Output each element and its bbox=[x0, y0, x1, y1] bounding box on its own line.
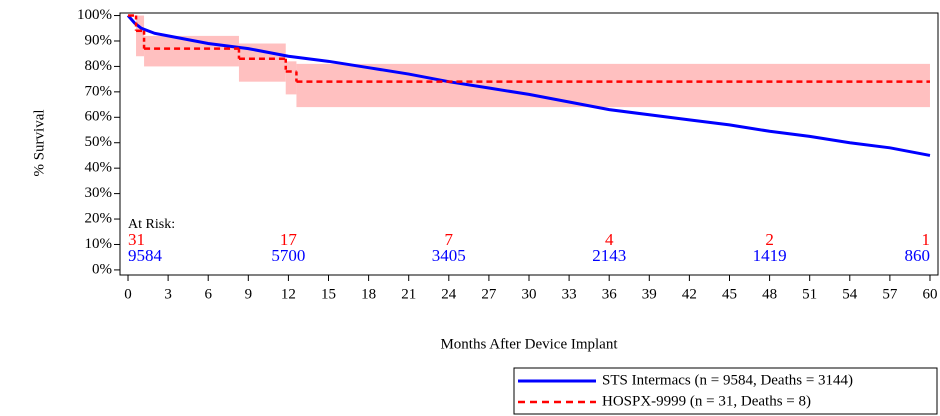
confidence-band bbox=[136, 15, 145, 57]
x-tick-label: 30 bbox=[522, 286, 537, 302]
y-tick-label: 100% bbox=[77, 7, 112, 23]
y-tick-label: 10% bbox=[85, 236, 113, 252]
x-tick-label: 33 bbox=[562, 286, 577, 302]
at-risk-count: 3405 bbox=[432, 246, 466, 265]
x-tick-label: 15 bbox=[321, 286, 336, 302]
x-tick-label: 48 bbox=[762, 286, 777, 302]
at-risk-label: At Risk: bbox=[128, 217, 175, 232]
y-tick-label: 20% bbox=[85, 210, 113, 226]
x-tick-label: 12 bbox=[281, 286, 296, 302]
y-tick-label: 60% bbox=[85, 109, 113, 125]
at-risk-count: 31 bbox=[128, 230, 145, 249]
x-tick-label: 36 bbox=[602, 286, 618, 302]
y-tick-label: 0% bbox=[92, 261, 112, 277]
x-tick-label: 24 bbox=[441, 286, 457, 302]
confidence-band bbox=[296, 63, 930, 108]
x-tick-label: 6 bbox=[204, 286, 212, 302]
legend-box bbox=[513, 367, 938, 415]
x-tick-label: 27 bbox=[481, 286, 497, 302]
at-risk-count: 5700 bbox=[271, 246, 305, 265]
legend-label: HOSPX-9999 (n = 31, Deaths = 8) bbox=[602, 393, 811, 409]
at-risk-count: 4 bbox=[605, 230, 614, 249]
x-tick-label: 51 bbox=[802, 286, 817, 302]
x-tick-label: 42 bbox=[682, 286, 697, 302]
at-risk-count: 1419 bbox=[753, 246, 787, 265]
y-tick-label: 80% bbox=[85, 58, 113, 74]
at-risk-count: 1 bbox=[921, 230, 930, 249]
legend-label: STS Intermacs (n = 9584, Deaths = 3144) bbox=[602, 372, 853, 388]
at-risk-count: 9584 bbox=[128, 246, 163, 265]
x-tick-label: 54 bbox=[842, 286, 858, 302]
y-tick-label: 40% bbox=[85, 160, 113, 176]
x-tick-label: 3 bbox=[164, 286, 172, 302]
y-tick-label: 90% bbox=[85, 32, 113, 48]
at-risk-count: 2143 bbox=[592, 246, 626, 265]
x-tick-label: 57 bbox=[882, 286, 898, 302]
x-tick-label: 45 bbox=[722, 286, 737, 302]
x-tick-label: 9 bbox=[245, 286, 253, 302]
survival-line bbox=[126, 14, 931, 157]
at-risk-count: 860 bbox=[904, 246, 930, 265]
confidence-band bbox=[285, 61, 297, 95]
y-tick-label: 30% bbox=[85, 185, 113, 201]
at-risk-count: 17 bbox=[280, 230, 298, 249]
x-tick-label: 21 bbox=[401, 286, 416, 302]
x-axis-label: Months After Device Implant bbox=[440, 336, 618, 352]
x-tick-label: 18 bbox=[361, 286, 376, 302]
y-tick-label: 50% bbox=[85, 134, 113, 150]
at-risk-count: 2 bbox=[765, 230, 774, 249]
y-tick-label: 70% bbox=[85, 83, 113, 99]
y-axis-label: % Survival bbox=[31, 109, 47, 176]
at-risk-count: 7 bbox=[445, 230, 454, 249]
x-tick-label: 39 bbox=[642, 286, 657, 302]
x-tick-label: 0 bbox=[124, 286, 132, 302]
x-tick-label: 60 bbox=[922, 286, 937, 302]
